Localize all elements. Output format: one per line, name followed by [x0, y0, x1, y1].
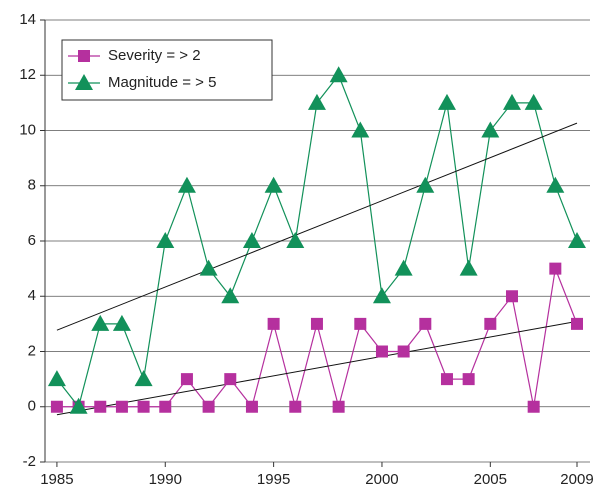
data-point — [459, 259, 478, 276]
y-tick-label: -2 — [23, 453, 36, 470]
y-tick-label: 12 — [19, 66, 36, 83]
data-point — [202, 400, 215, 413]
data-point — [112, 314, 131, 331]
data-point — [47, 370, 66, 387]
data-point — [462, 373, 475, 386]
data-point — [419, 317, 432, 330]
trend-line — [56, 320, 578, 416]
data-point — [267, 317, 280, 330]
data-point — [397, 345, 410, 358]
data-point — [481, 121, 500, 138]
data-point — [351, 121, 370, 138]
data-point — [310, 317, 323, 330]
x-tick-label: 1990 — [149, 471, 182, 488]
data-point — [69, 397, 88, 414]
legend-marker — [78, 50, 90, 62]
data-point — [394, 259, 413, 276]
data-point — [567, 232, 586, 248]
legend-box — [61, 39, 273, 101]
data-point — [242, 232, 261, 248]
legend-marker — [75, 74, 93, 90]
y-tick-label: 4 — [28, 287, 36, 304]
data-point — [484, 317, 497, 330]
data-point — [527, 400, 540, 413]
data-point — [289, 400, 302, 413]
data-point — [375, 345, 388, 358]
y-tick-label: 10 — [19, 121, 36, 138]
x-tick-label: 1985 — [40, 471, 73, 488]
data-point — [372, 287, 391, 304]
y-tick-label: 2 — [28, 342, 36, 359]
data-point — [221, 287, 240, 304]
x-tick-label: 2000 — [365, 471, 398, 488]
data-point — [437, 93, 456, 110]
data-point — [505, 290, 518, 303]
legend-label: Severity = > 2 — [108, 47, 201, 64]
data-point — [115, 400, 128, 413]
data-point — [570, 317, 583, 330]
data-point — [245, 400, 258, 413]
data-point — [264, 176, 283, 193]
data-point — [156, 232, 175, 248]
data-point — [224, 373, 237, 386]
trend-line — [56, 122, 578, 331]
y-tick-label: 6 — [28, 232, 36, 249]
data-point — [199, 259, 218, 276]
x-tick-label: 2009 — [560, 471, 593, 488]
data-point — [546, 176, 565, 193]
data-point — [332, 400, 345, 413]
data-point — [354, 317, 367, 330]
data-point — [137, 400, 150, 413]
y-tick-label: 0 — [28, 398, 36, 415]
y-tick-label: 14 — [19, 11, 36, 28]
data-point — [91, 314, 110, 331]
data-point — [94, 400, 107, 413]
legend-label: Magnitude = > 5 — [108, 74, 216, 91]
data-point — [502, 93, 521, 110]
data-point — [524, 93, 543, 110]
data-point — [134, 370, 153, 387]
data-point — [180, 373, 193, 386]
data-point — [286, 232, 305, 248]
x-tick-label: 1995 — [257, 471, 290, 488]
data-point — [307, 93, 326, 110]
data-point — [440, 373, 453, 386]
y-tick-label: 8 — [28, 177, 36, 194]
data-point — [177, 176, 196, 193]
data-point — [329, 66, 348, 83]
data-point — [50, 400, 63, 413]
data-point — [549, 262, 562, 275]
data-point — [416, 176, 435, 193]
x-tick-label: 2005 — [474, 471, 507, 488]
data-point — [159, 400, 172, 413]
